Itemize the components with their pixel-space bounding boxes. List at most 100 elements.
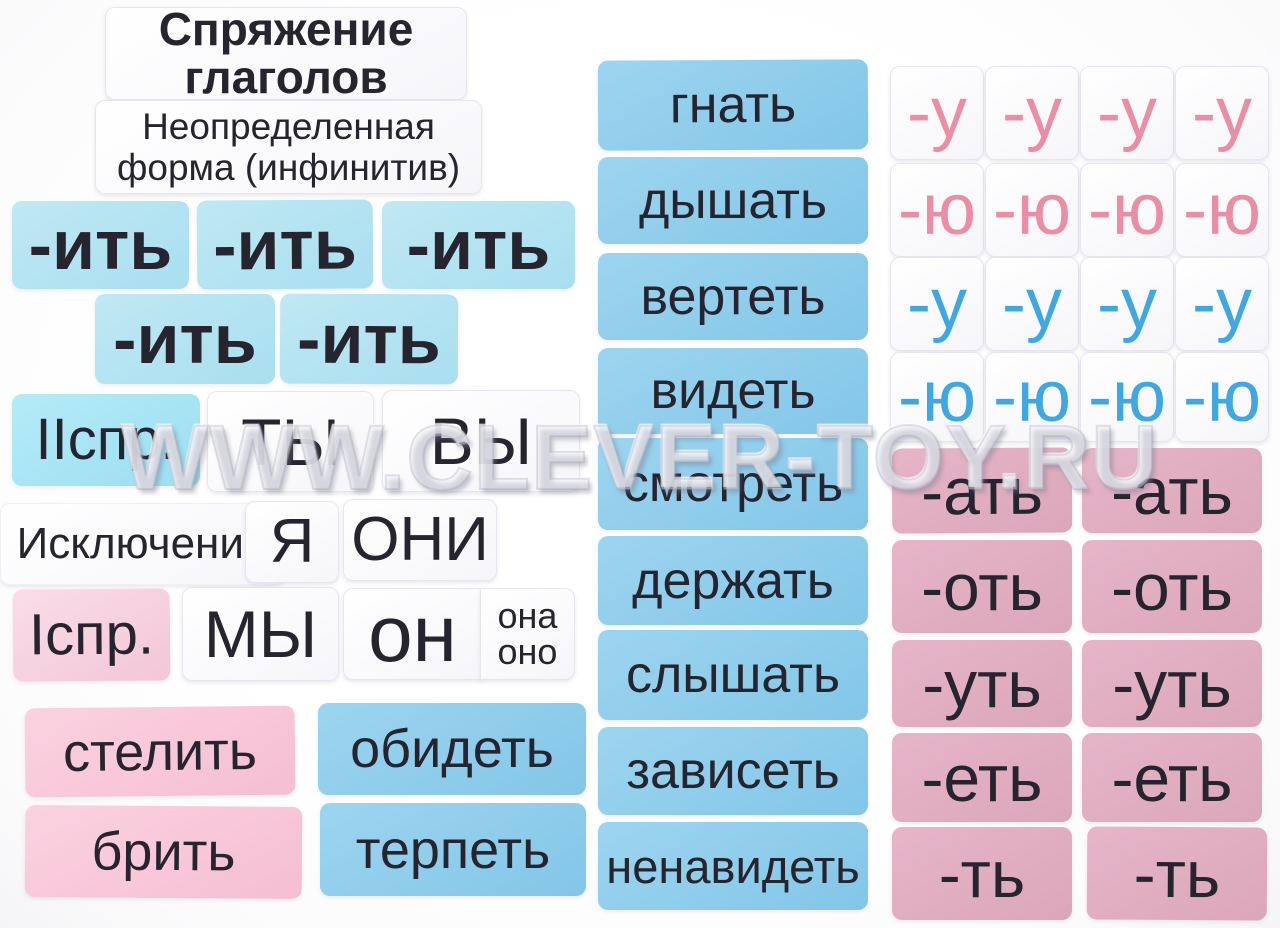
pronoun-on-label: он	[368, 589, 457, 678]
card-personal-ending-yu-blue-3: -ю	[1080, 352, 1174, 442]
personal-ending-label: -у	[1002, 264, 1062, 344]
card-pronoun-vy: ВЫ	[382, 390, 580, 492]
card-infinitive-ending-et-1: -еть	[892, 733, 1072, 822]
card-pronoun-ya: Я	[245, 501, 339, 583]
pronoun-oni-label: ОНИ	[351, 505, 489, 574]
card-verb-zaviset: зависеть	[598, 727, 868, 815]
card-conjugation-1: Iспр.	[12, 588, 171, 682]
card-personal-ending-u-pink-1: -у	[890, 66, 984, 160]
verb-label: гнать	[669, 75, 797, 135]
conjugation-2-label: IIспр.	[35, 407, 177, 472]
verb-label: слышать	[625, 646, 841, 704]
card-verb-dyshat: дышать	[598, 157, 868, 244]
card-infinitive-ending-at-1: -ать	[891, 447, 1073, 534]
pronoun-ona-ono-text: она оно	[498, 598, 558, 670]
card-verb-brit: брить	[24, 805, 303, 899]
card-personal-ending-u-blue-2: -у	[985, 257, 1079, 351]
card-verb-slyshat: слышать	[598, 630, 868, 720]
card-personal-ending-yu-pink-3: -ю	[1080, 163, 1174, 257]
card-personal-ending-yu-blue-2: -ю	[985, 352, 1079, 442]
infinitive-ending-label: -еть	[1111, 740, 1233, 815]
infinitive-ending-label: -ать	[1111, 453, 1233, 528]
card-infinitive-ending-ut-1: -уть	[892, 640, 1072, 727]
infinitive-form-line1: Неопределенная	[142, 105, 435, 147]
card-verb-vertet: вертеть	[598, 253, 868, 340]
exception-label: Исключение	[16, 519, 269, 568]
card-ending-it-5: -ить	[279, 293, 459, 385]
personal-ending-label: -ю	[898, 357, 976, 437]
card-infinitive-form: Неопределенная форма (инфинитив)	[95, 100, 482, 194]
card-verb-derzhat: держать	[598, 536, 868, 625]
pronoun-ya-label: Я	[269, 507, 315, 576]
conjugation-1-label: Iспр.	[28, 601, 155, 668]
personal-ending-label: -у	[907, 73, 967, 153]
card-pronoun-oni: ОНИ	[343, 499, 497, 581]
pronoun-my-label: МЫ	[203, 597, 318, 671]
infinitive-ending-label: -оть	[921, 549, 1043, 624]
card-pronoun-on: он	[343, 588, 482, 680]
card-verb-nenavidet: ненавидеть	[598, 822, 868, 910]
card-personal-ending-yu-pink-1: -ю	[890, 163, 984, 257]
personal-ending-label: -ю	[1088, 170, 1166, 250]
verb-label: ненавидеть	[606, 839, 860, 893]
card-pronoun-my: МЫ	[182, 587, 339, 681]
card-infinitive-ending-ut-2: -уть	[1082, 640, 1262, 727]
card-verb-videt: видеть	[598, 348, 868, 434]
ending-it-label: -ить	[296, 299, 442, 379]
ending-it-label: -ить	[406, 206, 551, 284]
personal-ending-label: -у	[1097, 264, 1157, 344]
verb-label: держать	[632, 551, 834, 610]
pronoun-ty-label: ТЫ	[241, 404, 340, 479]
verb-label: зависеть	[626, 742, 840, 800]
card-personal-ending-u-blue-1: -у	[890, 257, 984, 351]
verb-terpet-label: терпеть	[355, 819, 551, 880]
card-exception: Исключение	[0, 503, 285, 585]
card-personal-ending-yu-pink-4: -ю	[1175, 163, 1269, 257]
infinitive-ending-label: -уть	[1112, 646, 1232, 721]
pronoun-ona-label: она	[497, 595, 558, 636]
personal-ending-label: -ю	[1088, 357, 1166, 437]
infinitive-ending-label: -ать	[920, 453, 1044, 528]
verb-stelit-label: стелить	[62, 720, 258, 783]
ending-it-label: -ить	[28, 206, 173, 284]
card-verb-obidet: обидеть	[318, 703, 586, 795]
verb-obidet-label: обидеть	[350, 719, 554, 779]
personal-ending-label: -у	[1002, 73, 1062, 153]
personal-ending-label: -у	[907, 264, 967, 344]
personal-ending-label: -ю	[993, 357, 1071, 437]
personal-ending-label: -у	[1097, 73, 1157, 153]
personal-ending-label: -ю	[1183, 170, 1261, 250]
infinitive-form-text: Неопределенная форма (инфинитив)	[117, 106, 460, 189]
card-pronoun-ty: ТЫ	[207, 391, 374, 492]
card-ending-it-2: -ить	[196, 199, 374, 290]
card-personal-ending-u-pink-3: -у	[1080, 66, 1174, 160]
infinitive-ending-label: -уть	[922, 646, 1042, 721]
card-personal-ending-u-blue-4: -у	[1175, 257, 1269, 351]
personal-ending-label: -ю	[1183, 357, 1261, 437]
card-personal-ending-yu-blue-4: -ю	[1175, 352, 1269, 442]
pronoun-vy-label: ВЫ	[429, 404, 533, 478]
card-verb-terpet: терпеть	[320, 803, 586, 896]
card-infinitive-ending-t-1: -ть	[892, 827, 1072, 920]
card-personal-ending-u-blue-3: -у	[1080, 257, 1174, 351]
title-text: Спряжение глаголов	[158, 2, 414, 102]
verb-brit-label: брить	[91, 821, 236, 883]
personal-ending-label: -ю	[898, 170, 976, 250]
infinitive-form-line2: форма (инфинитив)	[116, 147, 461, 188]
verb-label: дышать	[638, 171, 828, 230]
card-ending-it-1: -ить	[12, 201, 189, 289]
verb-label: смотреть	[622, 455, 844, 513]
title-line1: Спряжение	[158, 2, 414, 55]
ending-it-label: -ить	[212, 204, 358, 285]
personal-ending-label: -у	[1192, 73, 1252, 153]
infinitive-ending-label: -еть	[921, 740, 1043, 815]
card-infinitive-ending-ot-2: -оть	[1082, 540, 1262, 633]
card-infinitive-ending-et-2: -еть	[1082, 733, 1262, 822]
card-personal-ending-u-pink-2: -у	[985, 66, 1079, 160]
card-pronoun-ona-ono: она оно	[480, 588, 575, 680]
verb-label: вертеть	[640, 267, 826, 326]
card-personal-ending-yu-pink-2: -ю	[985, 163, 1079, 257]
card-infinitive-ending-at-2: -ать	[1082, 448, 1262, 533]
ending-it-label: -ить	[113, 300, 257, 378]
